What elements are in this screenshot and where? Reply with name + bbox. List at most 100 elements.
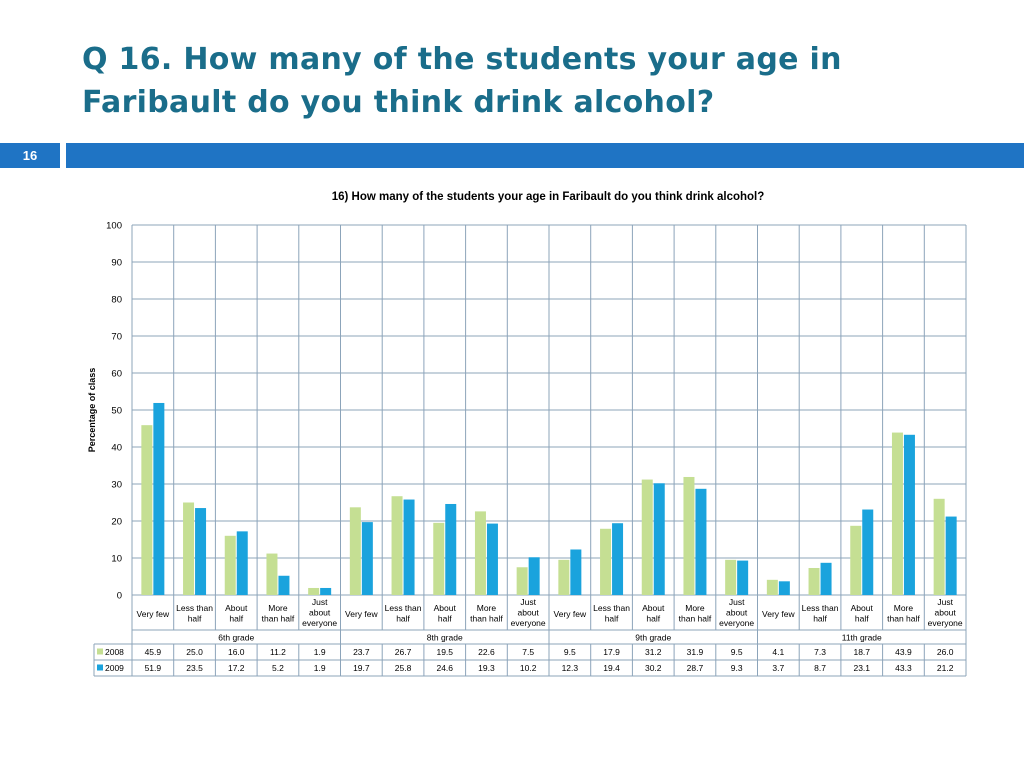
data-table-value: 43.9 <box>895 647 912 657</box>
bar-2008 <box>641 479 653 595</box>
category-label: Very few <box>762 609 795 619</box>
category-label: More <box>268 603 288 613</box>
category-label: about <box>935 608 957 618</box>
bar-2008 <box>308 587 320 595</box>
data-table-value: 8.7 <box>814 663 826 673</box>
category-label: everyone <box>302 618 337 628</box>
category-label: More <box>477 603 497 613</box>
y-tick-label: 10 <box>111 554 122 565</box>
y-tick-label: 30 <box>111 480 122 491</box>
y-tick-label: 50 <box>111 406 122 417</box>
category-label: Less than <box>802 603 839 613</box>
data-table-value: 7.5 <box>522 647 534 657</box>
bar-2008 <box>224 535 236 595</box>
bar-2009 <box>195 508 207 595</box>
category-label: about <box>726 608 748 618</box>
bar-2008 <box>391 496 403 595</box>
bar-2009 <box>320 587 332 595</box>
legend-swatch-2009 <box>97 664 103 671</box>
bar-2009 <box>528 557 540 595</box>
data-table-value: 19.5 <box>436 647 453 657</box>
bar-2008 <box>725 559 737 595</box>
bar-2008 <box>600 528 612 595</box>
data-table-value: 23.7 <box>353 647 370 657</box>
bar-2009 <box>445 503 457 595</box>
bar-2008 <box>558 559 570 595</box>
bar-2008 <box>349 507 361 595</box>
group-label: 11th grade <box>842 633 882 643</box>
category-label: Less than <box>176 603 213 613</box>
bar-2009 <box>945 516 957 595</box>
bar-2008 <box>433 522 445 595</box>
data-table-value: 4.1 <box>772 647 784 657</box>
data-table-value: 16.0 <box>228 647 245 657</box>
category-label: About <box>434 603 457 613</box>
data-table-value: 26.7 <box>395 647 412 657</box>
category-label: half <box>188 614 202 624</box>
bar-2009 <box>403 499 415 595</box>
data-table-value: 12.3 <box>562 663 579 673</box>
category-label: Just <box>312 597 328 607</box>
group-label: 6th grade <box>218 633 254 643</box>
category-label: More <box>685 603 705 613</box>
category-label: half <box>855 614 869 624</box>
y-tick-label: 100 <box>106 221 122 232</box>
y-tick-label: 0 <box>117 591 122 602</box>
data-table-value: 9.5 <box>564 647 576 657</box>
bar-2008 <box>266 553 278 595</box>
data-table-value: 22.6 <box>478 647 495 657</box>
category-label: everyone <box>928 618 963 628</box>
category-label: half <box>438 614 452 624</box>
category-label: than half <box>262 614 295 624</box>
bar-2008 <box>474 511 486 595</box>
bar-2008 <box>850 525 862 595</box>
category-label: everyone <box>511 618 546 628</box>
legend-swatch-2008 <box>97 648 103 655</box>
data-table-value: 9.5 <box>731 647 743 657</box>
category-label: half <box>646 614 660 624</box>
y-tick-label: 80 <box>111 295 122 306</box>
chart-title: 16) How many of the students your age in… <box>331 191 765 203</box>
data-table-value: 7.3 <box>814 647 826 657</box>
data-table-value: 51.9 <box>145 663 162 673</box>
data-table-value: 43.3 <box>895 663 912 673</box>
data-table-value: 25.8 <box>395 663 412 673</box>
category-label: half <box>229 614 243 624</box>
bar-2009 <box>153 402 165 595</box>
bar-2009 <box>695 488 707 595</box>
data-table-value: 25.0 <box>186 647 203 657</box>
bar-2008 <box>891 432 903 595</box>
category-label: than half <box>470 614 503 624</box>
category-label: More <box>894 603 914 613</box>
bar-2009 <box>486 523 498 595</box>
data-table-value: 5.2 <box>272 663 284 673</box>
category-label: Less than <box>593 603 630 613</box>
group-label: 9th grade <box>635 633 671 643</box>
category-label: About <box>225 603 248 613</box>
category-label: Less than <box>385 603 422 613</box>
bar-2009 <box>361 522 373 595</box>
bar-2008 <box>808 567 820 595</box>
y-tick-label: 60 <box>111 369 122 380</box>
data-table-value: 30.2 <box>645 663 662 673</box>
title-divider-bar <box>66 143 1024 168</box>
category-label: About <box>851 603 874 613</box>
category-label: than half <box>887 614 920 624</box>
bar-2009 <box>653 483 665 595</box>
bar-2009 <box>612 523 624 595</box>
category-label: half <box>813 614 827 624</box>
category-label: than half <box>679 614 712 624</box>
data-table-value: 24.6 <box>436 663 453 673</box>
y-tick-label: 20 <box>111 517 122 528</box>
bar-2009 <box>570 549 582 595</box>
data-table-value: 19.3 <box>478 663 495 673</box>
category-label: Just <box>520 597 536 607</box>
page-number-bar <box>0 143 60 168</box>
data-table-value: 17.9 <box>603 647 620 657</box>
data-table-value: 18.7 <box>853 647 870 657</box>
bar-2009 <box>236 531 248 595</box>
data-table-value: 21.2 <box>937 663 954 673</box>
data-table-value: 31.2 <box>645 647 662 657</box>
bar-2009 <box>737 560 749 595</box>
category-label: everyone <box>719 618 754 628</box>
